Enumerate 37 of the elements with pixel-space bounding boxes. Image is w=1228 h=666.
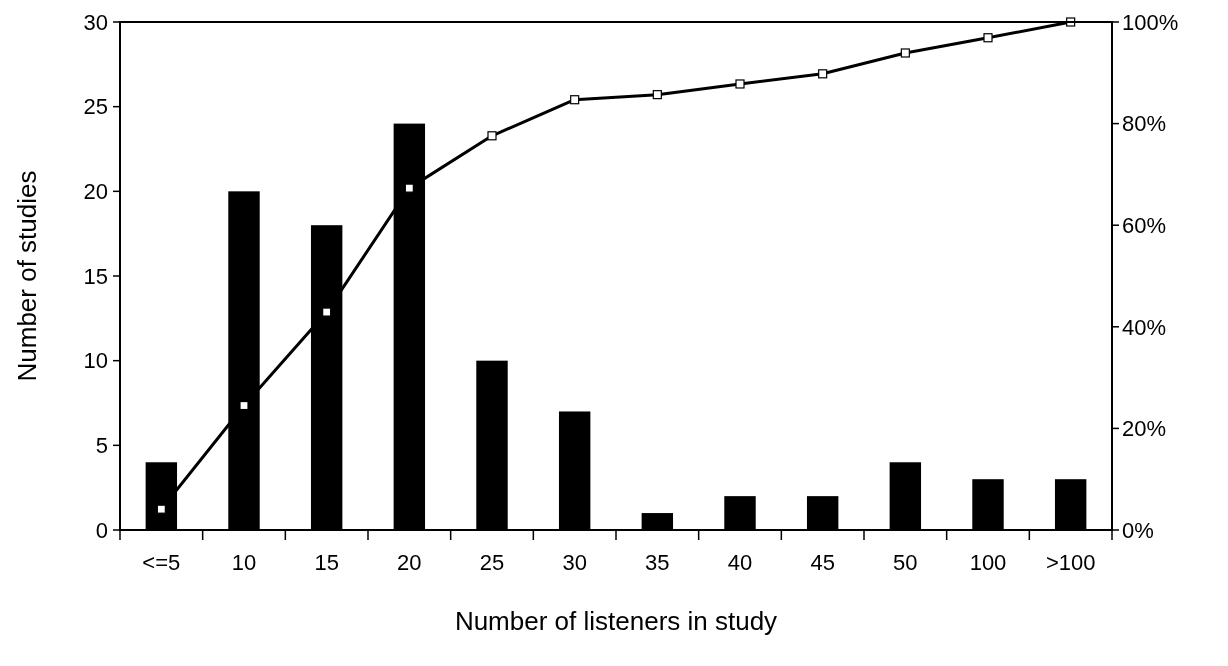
point <box>735 79 745 89</box>
y2-tick-label: 0% <box>1122 517 1154 543</box>
x-tick-label: 10 <box>231 550 257 575</box>
point <box>487 131 497 141</box>
y2-tick-label: 20% <box>1122 416 1167 442</box>
y-axis-title: Number of studies <box>12 170 42 382</box>
x-tick-label: 100 <box>969 550 1007 575</box>
y-tick-label: 0 <box>95 517 108 543</box>
y-tick-label: 15 <box>83 263 108 289</box>
point <box>818 69 828 79</box>
y2-tick-label: 80% <box>1122 111 1167 137</box>
x-tick-label: 50 <box>893 550 918 575</box>
x-tick-label: 20 <box>397 550 422 575</box>
x-tick-label: 45 <box>810 550 835 575</box>
point <box>983 33 993 43</box>
y2-tick-label: 40% <box>1122 314 1167 340</box>
point <box>404 183 414 193</box>
point <box>652 90 662 100</box>
y-tick-label: 25 <box>83 94 108 120</box>
x-tick-label: <=5 <box>142 550 181 575</box>
point <box>322 307 332 317</box>
x-tick-label: 40 <box>727 550 753 575</box>
x-tick-label: 15 <box>314 550 339 575</box>
x-axis-title: Number of listeners in study <box>454 606 778 636</box>
point <box>156 504 166 514</box>
y2-tick-label: 100% <box>1122 9 1179 35</box>
point <box>900 48 910 58</box>
x-tick-label: 35 <box>645 550 670 575</box>
point <box>570 95 580 105</box>
x-tick-label: 30 <box>562 550 587 575</box>
y-tick-label: 20 <box>83 179 108 205</box>
x-tick-label: 25 <box>479 550 505 575</box>
x-tick-label: >100 <box>1045 550 1096 575</box>
y2-tick-label: 60% <box>1122 212 1167 238</box>
y-tick-label: 30 <box>83 9 108 35</box>
y-tick-label: 5 <box>95 433 108 459</box>
y-tick-label: 10 <box>83 348 108 374</box>
